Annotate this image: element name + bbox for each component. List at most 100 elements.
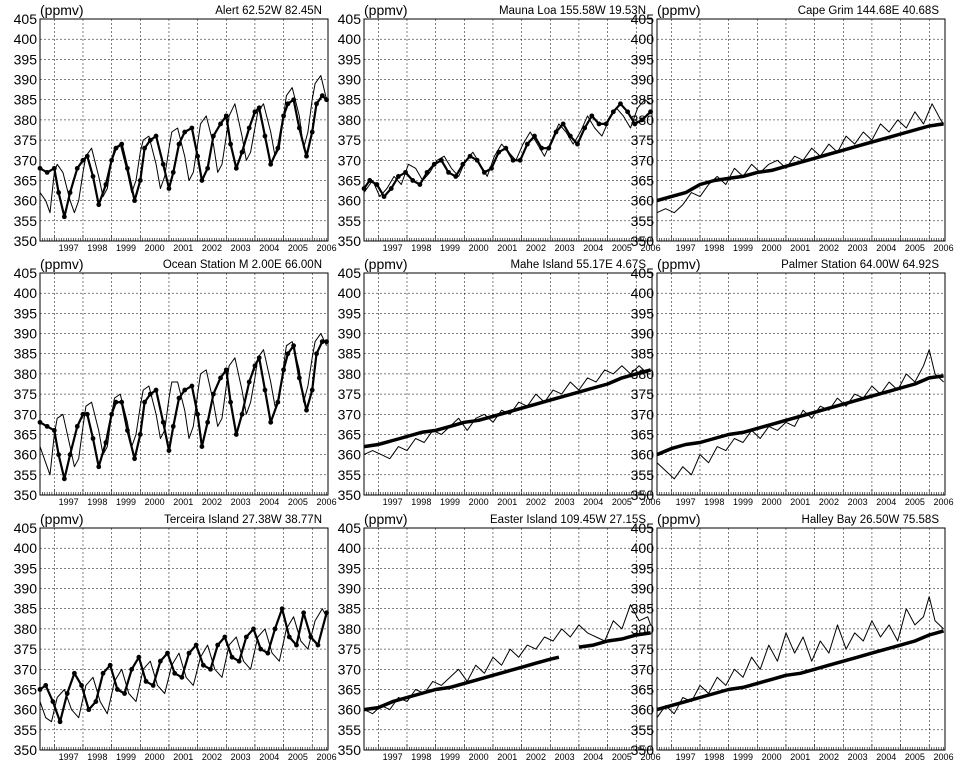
data-point bbox=[252, 109, 258, 115]
x-tick-label: 2003 bbox=[848, 243, 868, 253]
data-point bbox=[410, 178, 416, 183]
data-point bbox=[56, 190, 62, 195]
data-point bbox=[603, 121, 609, 127]
x-tick-label: 1998 bbox=[411, 752, 431, 762]
data-point bbox=[44, 423, 50, 429]
y-tick-label: 370 bbox=[14, 152, 38, 168]
y-tick-label: 395 bbox=[631, 305, 655, 321]
x-tick-label: 2002 bbox=[202, 752, 222, 762]
y-tick-label: 360 bbox=[631, 702, 655, 718]
data-point bbox=[51, 165, 57, 171]
x-tick-label: 2000 bbox=[145, 752, 165, 762]
data-point bbox=[79, 683, 84, 688]
x-tick-label: 1997 bbox=[676, 497, 696, 507]
data-point bbox=[147, 137, 153, 143]
data-point bbox=[176, 395, 182, 401]
data-point bbox=[107, 662, 113, 668]
y-tick-label: 360 bbox=[631, 447, 655, 463]
y-tick-label: 370 bbox=[631, 152, 655, 168]
x-tick-label: 2000 bbox=[145, 243, 165, 253]
data-point bbox=[142, 399, 147, 405]
x-tick-label: 2002 bbox=[526, 497, 546, 507]
y-tick-label: 380 bbox=[14, 112, 38, 128]
data-point bbox=[64, 691, 70, 696]
data-point bbox=[132, 456, 137, 462]
y-tick-label: 385 bbox=[14, 92, 38, 108]
y-tick-label: 380 bbox=[338, 621, 362, 637]
y-tick-label: 395 bbox=[631, 51, 655, 67]
data-point bbox=[517, 157, 523, 163]
data-point bbox=[275, 145, 281, 151]
y-tick-label: 360 bbox=[14, 447, 38, 463]
x-tick-label: 1998 bbox=[704, 752, 724, 762]
data-point bbox=[165, 650, 170, 656]
y-tick-label: 405 bbox=[338, 11, 362, 27]
data-point bbox=[275, 399, 281, 405]
x-tick-label: 1999 bbox=[733, 752, 753, 762]
x-tick-label: 2000 bbox=[469, 243, 489, 253]
y-tick-label: 395 bbox=[14, 560, 38, 576]
data-point bbox=[113, 399, 119, 405]
data-point bbox=[223, 113, 229, 119]
y-tick-label: 365 bbox=[14, 172, 38, 188]
data-point bbox=[222, 634, 228, 640]
data-point bbox=[319, 93, 325, 99]
data-point bbox=[460, 161, 466, 167]
data-point bbox=[84, 153, 90, 159]
data-point bbox=[553, 129, 559, 135]
data-point bbox=[228, 399, 233, 405]
y-tick-label: 350 bbox=[338, 742, 362, 758]
series-thin-line bbox=[363, 604, 652, 715]
y-tick-label: 390 bbox=[631, 72, 655, 88]
x-tick-label: 1997 bbox=[59, 497, 79, 507]
data-point bbox=[510, 157, 516, 163]
x-tick-label: 1998 bbox=[411, 243, 431, 253]
x-tick-label: 1998 bbox=[87, 497, 107, 507]
data-point bbox=[43, 683, 49, 688]
y-tick-label: 400 bbox=[631, 285, 655, 301]
y-tick-label: 395 bbox=[338, 51, 362, 67]
x-tick-label: 2004 bbox=[259, 243, 279, 253]
y-tick-label: 350 bbox=[14, 487, 38, 503]
data-point bbox=[239, 411, 245, 417]
data-point bbox=[142, 145, 147, 151]
data-point bbox=[291, 343, 297, 349]
data-point bbox=[610, 109, 616, 115]
data-point bbox=[51, 428, 57, 433]
data-point bbox=[113, 145, 119, 151]
panel-title: Cape Grim 144.68E 40.68S bbox=[798, 5, 940, 17]
y-tick-label: 405 bbox=[631, 265, 655, 281]
y-tick-label: 400 bbox=[631, 31, 655, 47]
x-tick-label: 2004 bbox=[876, 243, 896, 253]
data-point bbox=[56, 452, 62, 458]
data-point bbox=[286, 634, 292, 640]
x-tick-label: 2003 bbox=[555, 752, 575, 762]
plot-frame bbox=[39, 527, 329, 751]
data-point bbox=[291, 97, 297, 103]
x-tick-label: 2001 bbox=[173, 497, 193, 507]
y-tick-label: 390 bbox=[631, 581, 655, 597]
data-point bbox=[272, 626, 278, 632]
x-tick-label: 2001 bbox=[497, 497, 517, 507]
x-tick-label: 2005 bbox=[288, 752, 308, 762]
y-tick-label: 370 bbox=[338, 661, 362, 677]
y-tick-label: 350 bbox=[338, 487, 362, 503]
data-point bbox=[417, 182, 423, 187]
data-point bbox=[160, 161, 166, 167]
x-tick-label: 1997 bbox=[59, 243, 79, 253]
x-tick-label: 2006 bbox=[641, 497, 661, 507]
x-tick-label: 1999 bbox=[440, 497, 460, 507]
y-tick-label: 370 bbox=[631, 406, 655, 422]
x-tick-label: 2002 bbox=[202, 243, 222, 253]
data-point bbox=[639, 117, 645, 123]
y-unit-label: (ppmv) bbox=[40, 256, 84, 272]
x-tick-label: 2000 bbox=[762, 497, 782, 507]
y-tick-label: 375 bbox=[338, 641, 362, 657]
data-point bbox=[319, 339, 325, 345]
y-tick-label: 385 bbox=[14, 601, 38, 617]
y-tick-label: 360 bbox=[14, 702, 38, 718]
data-point bbox=[114, 687, 120, 692]
y-tick-label: 355 bbox=[14, 213, 38, 229]
x-tick-label: 2005 bbox=[905, 243, 925, 253]
data-point bbox=[403, 169, 408, 175]
